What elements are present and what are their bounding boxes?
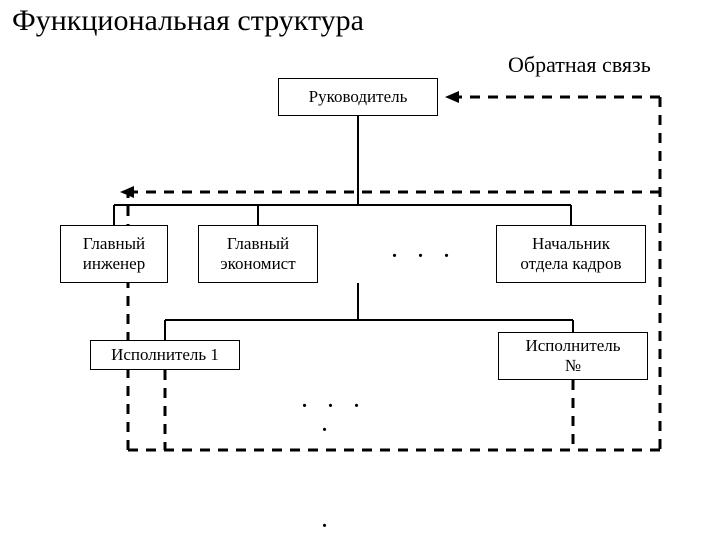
node-root-label: Руководитель xyxy=(309,87,408,107)
node-chief-engineer-label: Главныйинженер xyxy=(83,234,145,273)
node-hr-head: Начальникотдела кадров xyxy=(496,225,646,283)
node-executor-n: Исполнитель№ xyxy=(498,332,648,380)
node-chief-economist-label: Главныйэкономист xyxy=(220,234,295,273)
ellipsis-executors-3: . xyxy=(322,510,335,533)
node-chief-engineer: Главныйинженер xyxy=(60,225,168,283)
node-executor-1: Исполнитель 1 xyxy=(90,340,240,370)
node-chief-economist: Главныйэкономист xyxy=(198,225,318,283)
node-executor-n-label: Исполнитель№ xyxy=(525,336,620,375)
node-hr-head-label: Начальникотдела кадров xyxy=(520,234,621,273)
ellipsis-executors-1: . . . xyxy=(302,390,367,413)
node-root: Руководитель xyxy=(278,78,438,116)
ellipsis-managers: . . . xyxy=(392,240,457,263)
feedback-label: Обратная связь xyxy=(508,52,651,78)
page-title: Функциональная структура xyxy=(12,4,364,38)
node-executor-1-label: Исполнитель 1 xyxy=(111,345,219,365)
ellipsis-executors-2: . xyxy=(322,414,335,437)
